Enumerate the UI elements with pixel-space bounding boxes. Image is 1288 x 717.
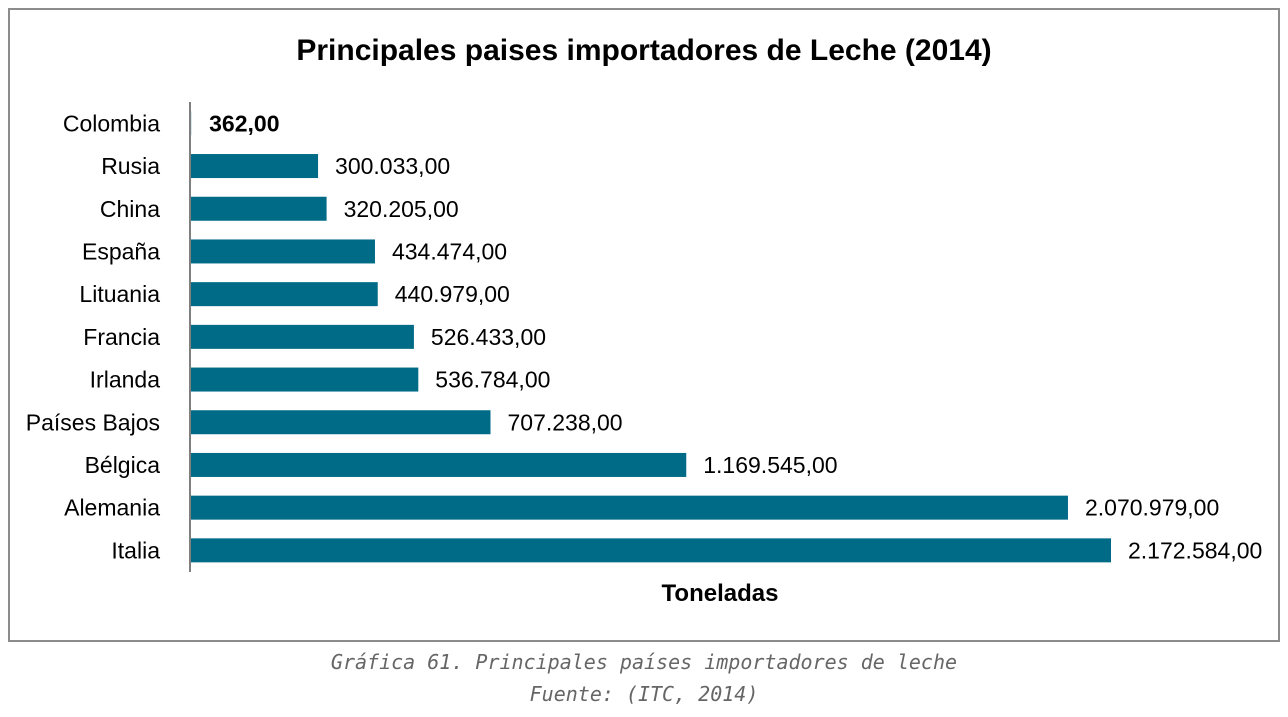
value-label: 320.205,00 <box>344 196 459 222</box>
bar <box>191 239 375 264</box>
category-label: Rusia <box>101 153 160 179</box>
bar <box>191 495 1068 520</box>
bar <box>191 410 491 435</box>
x-axis-label: Toneladas <box>662 580 779 607</box>
value-label: 1.169.545,00 <box>703 452 837 478</box>
bar <box>191 538 1111 563</box>
bar <box>191 154 319 179</box>
value-label: 536.784,00 <box>435 367 550 393</box>
category-label: Bélgica <box>85 452 161 478</box>
bar <box>191 367 419 392</box>
bar <box>191 282 378 307</box>
figure-caption: Gráfica 61. Principales países importado… <box>330 650 958 674</box>
value-label: 362,00 <box>209 110 279 136</box>
category-label: Países Bajos <box>26 409 160 435</box>
value-label: 707.238,00 <box>507 409 622 435</box>
chart-title: Principales paises importadores de Leche… <box>296 34 991 67</box>
category-label: Irlanda <box>90 367 161 393</box>
category-label: Lituania <box>79 281 160 307</box>
category-label: Francia <box>83 324 160 350</box>
category-label: España <box>82 238 160 264</box>
value-label: 440.979,00 <box>395 281 510 307</box>
value-label: 526.433,00 <box>431 324 546 350</box>
bar-chart: Principales paises importadores de Leche… <box>26 34 1263 607</box>
bar <box>191 196 327 221</box>
figure-source: Fuente: (ITC, 2014) <box>529 682 759 706</box>
value-label: 2.070.979,00 <box>1085 495 1219 521</box>
value-label: 2.172.584,00 <box>1128 537 1262 563</box>
bar <box>191 452 687 477</box>
value-label: 300.033,00 <box>335 153 450 179</box>
category-label: Italia <box>111 537 160 563</box>
bar <box>191 324 414 349</box>
value-label: 434.474,00 <box>392 238 507 264</box>
category-label: China <box>100 196 160 222</box>
category-label: Colombia <box>63 110 160 136</box>
category-label: Alemania <box>64 495 160 521</box>
